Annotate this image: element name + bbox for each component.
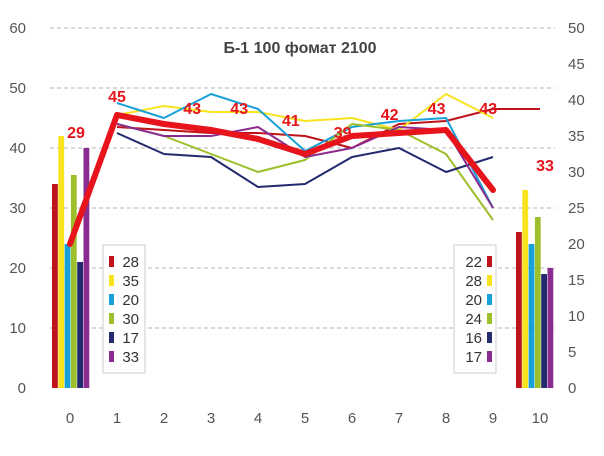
bar <box>516 232 522 388</box>
legend-swatch <box>109 256 114 267</box>
data-label: 33 <box>536 158 554 175</box>
data-label: 45 <box>108 89 126 106</box>
y-right-tick-label: 15 <box>568 272 585 289</box>
y-left-tick-label: 40 <box>9 140 26 157</box>
y-right-tick-label: 0 <box>568 380 576 397</box>
data-label: 41 <box>282 113 300 130</box>
y-right-tick-label: 40 <box>568 92 585 109</box>
bar <box>77 262 83 388</box>
data-label: 29 <box>67 125 85 142</box>
x-tick-label: 1 <box>113 410 121 427</box>
x-tick-label: 4 <box>254 410 262 427</box>
y-left-tick-label: 50 <box>9 80 26 97</box>
legend-label: 16 <box>465 330 482 347</box>
x-tick-label: 8 <box>442 410 450 427</box>
series-line <box>116 132 494 188</box>
legend-swatch <box>109 294 114 305</box>
legend-swatch <box>109 275 114 286</box>
bar <box>64 244 71 388</box>
series-line <box>116 123 494 221</box>
x-tick-label: 7 <box>395 410 403 427</box>
data-label: 39 <box>334 125 352 142</box>
legend-label: 20 <box>465 292 482 309</box>
series-line <box>116 93 494 131</box>
legend-label: 28 <box>122 254 139 271</box>
bar <box>528 244 535 388</box>
legend-swatch <box>487 256 492 267</box>
x-tick-label: 0 <box>66 410 74 427</box>
chart-title: Б-1 100 фомат 2100 <box>223 40 376 57</box>
y-right-tick-label: 20 <box>568 236 585 253</box>
legend-swatch <box>487 294 492 305</box>
bar <box>52 184 58 388</box>
bar <box>534 217 541 388</box>
legend-swatch <box>487 332 492 343</box>
y-right-tick-label: 25 <box>568 200 585 217</box>
y-right-tick-label: 30 <box>568 164 585 181</box>
legend-label: 30 <box>122 311 139 328</box>
bar <box>58 136 65 388</box>
legend-label: 33 <box>122 349 139 366</box>
x-tick-label: 6 <box>348 410 356 427</box>
legend-swatch <box>487 351 492 362</box>
legend-label: 22 <box>465 254 482 271</box>
y-left-tick-label: 30 <box>9 200 26 217</box>
data-label: 43 <box>428 101 446 118</box>
bar <box>83 148 90 388</box>
legend-label: 28 <box>465 273 482 290</box>
y-left-tick-label: 10 <box>9 320 26 337</box>
bar <box>541 274 547 388</box>
legend-swatch <box>487 275 492 286</box>
legend-label: 17 <box>122 330 139 347</box>
x-tick-label: 9 <box>489 410 497 427</box>
x-tick-label: 5 <box>301 410 309 427</box>
legend-label: 24 <box>465 311 482 328</box>
y-right-tick-label: 10 <box>568 308 585 325</box>
bar <box>70 175 77 388</box>
legend-label: 35 <box>122 273 139 290</box>
bar <box>547 268 554 388</box>
data-label: 42 <box>381 107 399 124</box>
data-label: 43 <box>183 101 201 118</box>
y-right-tick-label: 35 <box>568 128 585 145</box>
x-tick-label: 2 <box>160 410 168 427</box>
x-tick-label: 3 <box>207 410 215 427</box>
legend-swatch <box>109 313 114 324</box>
legend-swatch <box>109 351 114 362</box>
y-left-tick-label: 0 <box>18 380 26 397</box>
data-label: 43 <box>479 101 497 118</box>
y-right-tick-label: 45 <box>568 56 585 73</box>
legend-swatch <box>109 332 114 343</box>
legend-label: 17 <box>465 349 482 366</box>
average-line <box>67 112 496 247</box>
bar <box>522 190 529 388</box>
legend-swatch <box>487 313 492 324</box>
y-left-tick-label: 60 <box>9 20 26 37</box>
legend-label: 20 <box>122 292 139 309</box>
y-right-tick-label: 5 <box>568 344 576 361</box>
x-tick-label: 10 <box>532 410 549 427</box>
data-label: 43 <box>230 101 248 118</box>
y-right-tick-label: 50 <box>568 20 585 37</box>
y-left-tick-label: 20 <box>9 260 26 277</box>
